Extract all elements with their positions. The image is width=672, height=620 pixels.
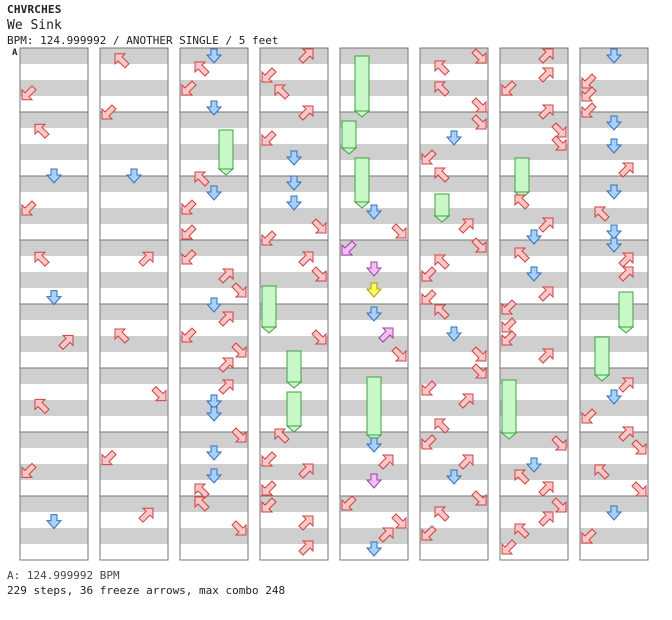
- freeze-c4-14: [285, 350, 303, 389]
- freeze-c5-11: [365, 376, 383, 442]
- chart-column-7: [499, 47, 569, 561]
- freeze-c6-8: [433, 193, 451, 223]
- stats-footer: 229 steps, 36 freeze arrows, max combo 2…: [7, 584, 286, 597]
- chart-column-1: [19, 47, 89, 561]
- chart-meta: BPM: 124.999992 / ANOTHER SINGLE / 5 fee…: [7, 34, 279, 47]
- freeze-c3-4: [217, 129, 235, 176]
- freeze-c5-1: [340, 120, 358, 155]
- chart-column-2: [99, 47, 169, 561]
- freeze-c5-0: [353, 55, 371, 118]
- freeze-c8-13: [617, 291, 635, 334]
- freeze-c7-17: [500, 379, 518, 440]
- artist-name: CHVRCHES: [7, 3, 62, 16]
- freeze-c4-15: [285, 391, 303, 433]
- chart-notes: [21, 48, 647, 557]
- bpm-footer: A: 124.999992 BPM: [7, 569, 120, 582]
- freeze-c7-6: [513, 157, 531, 199]
- song-title: We Sink: [7, 18, 62, 33]
- freeze-c8-14: [593, 336, 611, 382]
- section-label: A: [12, 48, 18, 58]
- freeze-c4-12: [260, 285, 278, 334]
- freeze-c5-2: [353, 157, 371, 209]
